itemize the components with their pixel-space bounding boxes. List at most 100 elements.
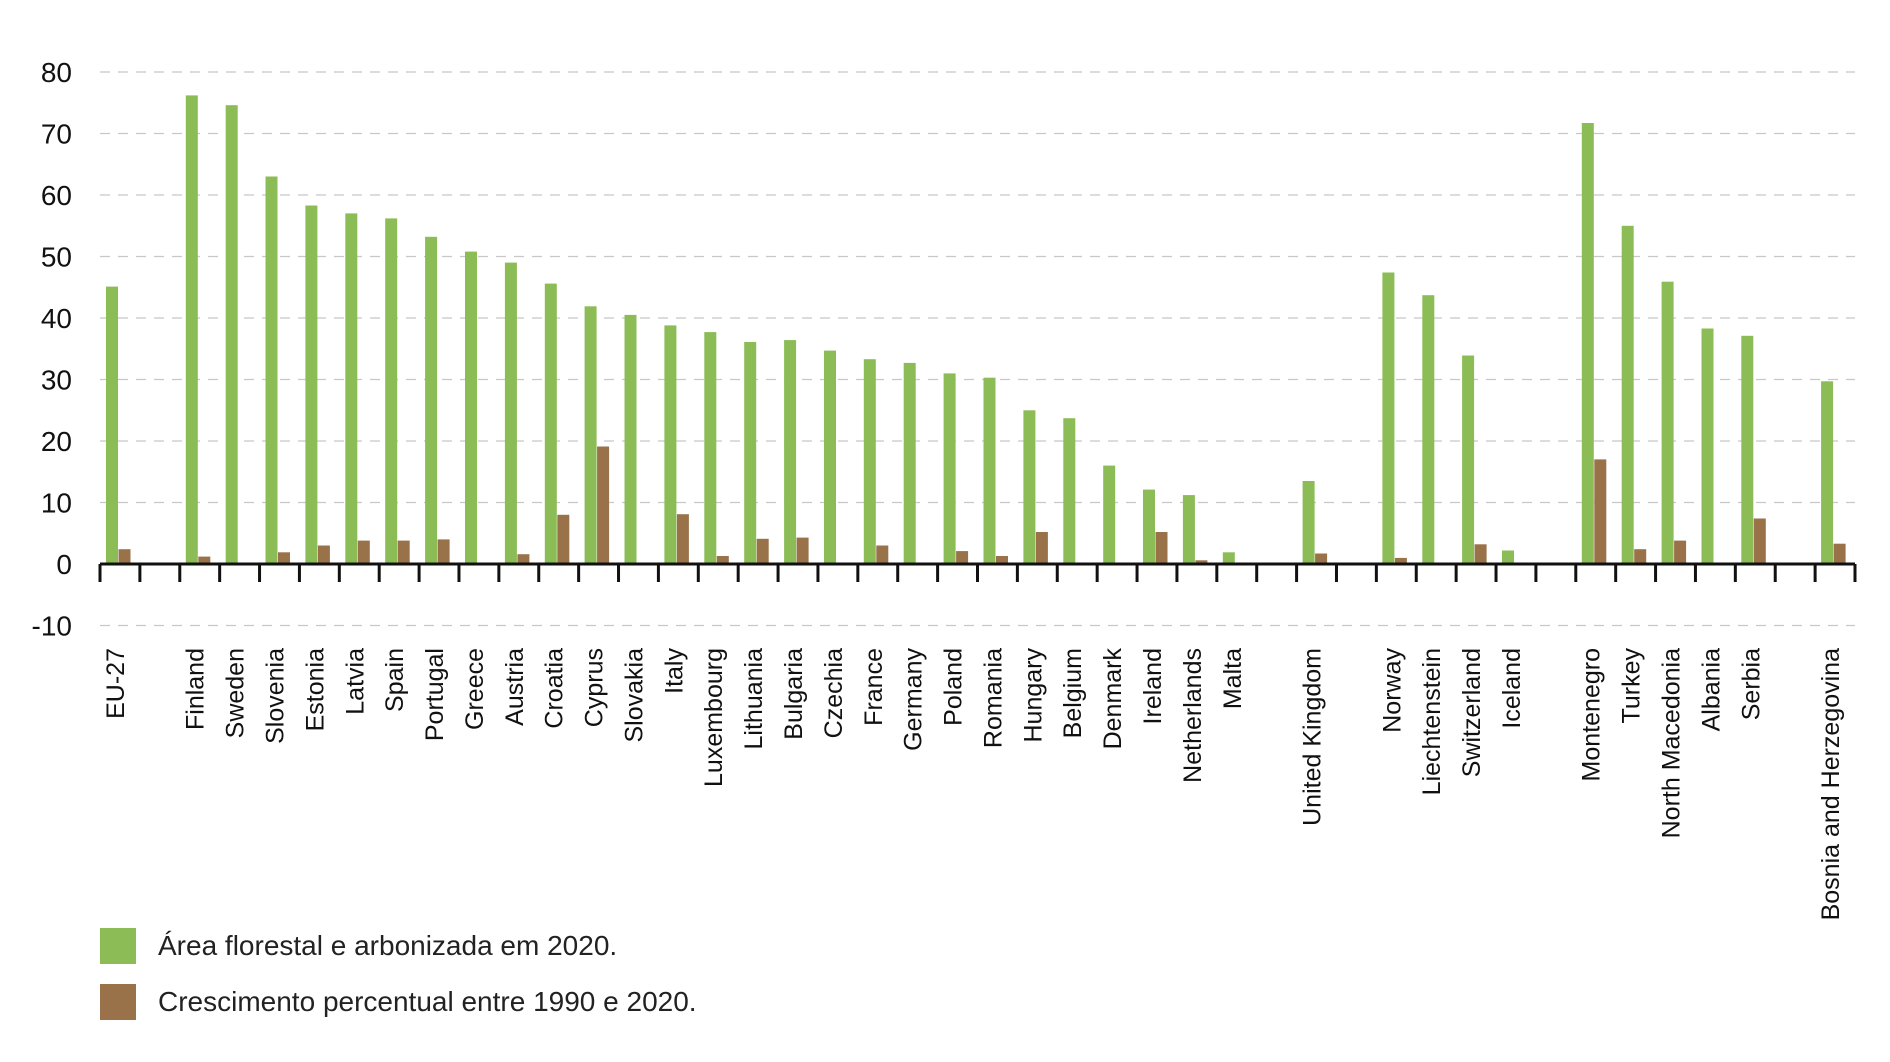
bar-growth [1833, 543, 1846, 564]
bar-growth [1474, 544, 1487, 564]
bar-forest-area [1382, 272, 1395, 564]
y-tick-label: 70 [41, 119, 72, 150]
bar-growth [317, 545, 330, 564]
x-tick-label: Italy [660, 648, 688, 694]
bar-forest-area [624, 314, 637, 564]
bar-forest-area [1701, 328, 1714, 564]
x-tick-label: Bulgaria [780, 648, 808, 740]
x-tick-label: Bosnia and Herzegovina [1817, 648, 1845, 920]
x-tick-label: Portugal [421, 648, 449, 741]
x-tick-label: Montenegro [1578, 648, 1606, 781]
x-tick-label: Switzerland [1458, 648, 1486, 777]
x-tick-label: Malta [1219, 648, 1247, 709]
x-tick-label: Finland [182, 648, 210, 730]
bar-growth [437, 539, 450, 564]
x-tick-label: Greece [461, 648, 489, 730]
bar-forest-area [1222, 552, 1235, 564]
bar-forest-area [1581, 123, 1594, 564]
legend-item-growth: Crescimento percentual entre 1990 e 2020… [100, 974, 900, 1030]
x-tick-label: Belgium [1059, 648, 1087, 738]
x-tick-label: Estonia [301, 648, 329, 731]
bar-forest-area [225, 105, 238, 564]
bar-growth [557, 514, 570, 564]
x-tick-label: Denmark [1099, 648, 1127, 750]
bar-forest-area [544, 283, 557, 564]
bar-growth [1394, 557, 1407, 565]
bar-forest-area [784, 340, 797, 564]
bar-forest-area [465, 251, 477, 564]
x-tick-label: Slovenia [262, 648, 290, 744]
bar-growth [716, 556, 729, 564]
bar-forest-area [943, 373, 956, 565]
x-tick-label: Lithuania [740, 648, 768, 750]
y-tick-label: -10 [32, 611, 72, 642]
bar-growth [357, 540, 370, 564]
y-tick-label: 50 [41, 242, 72, 273]
y-tick-label: 10 [41, 488, 72, 519]
bar-growth [1753, 518, 1766, 564]
bar-forest-area [1302, 481, 1315, 564]
bar-growth [1674, 540, 1687, 564]
bar-forest-area [664, 325, 677, 564]
bar-growth [796, 537, 809, 564]
bar-forest-area [305, 205, 318, 564]
bar-forest-area [1462, 355, 1475, 564]
y-tick-label: 80 [41, 57, 72, 88]
bar-growth [1594, 459, 1607, 564]
x-tick-label: Netherlands [1179, 648, 1207, 783]
legend: Área florestal e arbonizada em 2020. Cre… [100, 918, 900, 1030]
x-tick-label: Czechia [820, 648, 848, 738]
legend-swatch-growth [100, 984, 136, 1020]
bar-forest-area [1023, 410, 1036, 565]
bar-forest-area [1063, 418, 1076, 564]
legend-swatch-forest-area [100, 928, 136, 964]
bar-forest-area [185, 95, 198, 565]
y-tick-label: 30 [41, 365, 72, 396]
bar-forest-area [1143, 489, 1155, 564]
y-axis-tick-labels: 80 70 60 50 40 30 20 10 0 -10 [32, 57, 72, 642]
bar-forest-area [345, 213, 358, 564]
legend-label-growth: Crescimento percentual entre 1990 e 2020… [158, 986, 697, 1017]
x-tick-label: North Macedonia [1658, 648, 1686, 838]
bar-growth [756, 538, 769, 564]
bar-growth [517, 554, 530, 564]
x-tick-label: Austria [501, 648, 529, 726]
bar-growth [397, 540, 410, 564]
x-tick-label: Germany [900, 648, 928, 751]
legend-label-forest-area: Área florestal e arbonizada em 2020. [158, 930, 618, 961]
bar-forest-area [824, 350, 836, 564]
bar-forest-area [1182, 495, 1195, 564]
bar-forest-area [504, 262, 517, 564]
x-tick-label: Romania [979, 648, 1007, 748]
x-tick-label: Norway [1378, 648, 1406, 733]
y-tick-label: 20 [41, 426, 72, 457]
bar-growth [996, 556, 1008, 564]
y-tick-label: 60 [41, 180, 72, 211]
bar-forest-area [704, 332, 717, 564]
bar-growth [118, 549, 131, 564]
bar-growth [1315, 553, 1328, 564]
x-tick-label: Slovakia [621, 648, 649, 743]
bar-forest-area [744, 342, 757, 564]
x-tick-label: Latvia [341, 648, 369, 715]
bar-forest-area [385, 218, 398, 564]
bar-growth [597, 446, 610, 564]
x-axis [98, 562, 1857, 582]
bar-forest-area [265, 176, 278, 564]
bar-growth [1155, 532, 1168, 564]
x-tick-label: Cyprus [581, 648, 609, 727]
bar-forest-area [903, 362, 916, 564]
x-tick-label: Spain [381, 648, 409, 712]
legend-item-forest-area: Área florestal e arbonizada em 2020. [100, 918, 900, 974]
x-tick-label: Sweden [222, 648, 250, 738]
x-tick-label: Luxembourg [700, 648, 728, 787]
y-tick-label: 40 [41, 303, 72, 334]
bar-forest-area [1821, 381, 1834, 564]
x-tick-label: Poland [940, 648, 968, 726]
x-tick-label: Croatia [541, 648, 569, 729]
bar-forest-area [863, 359, 876, 564]
bar-forest-area [1103, 465, 1116, 564]
x-tick-label: Albania [1697, 648, 1725, 731]
bar-forest-area [1661, 281, 1674, 564]
